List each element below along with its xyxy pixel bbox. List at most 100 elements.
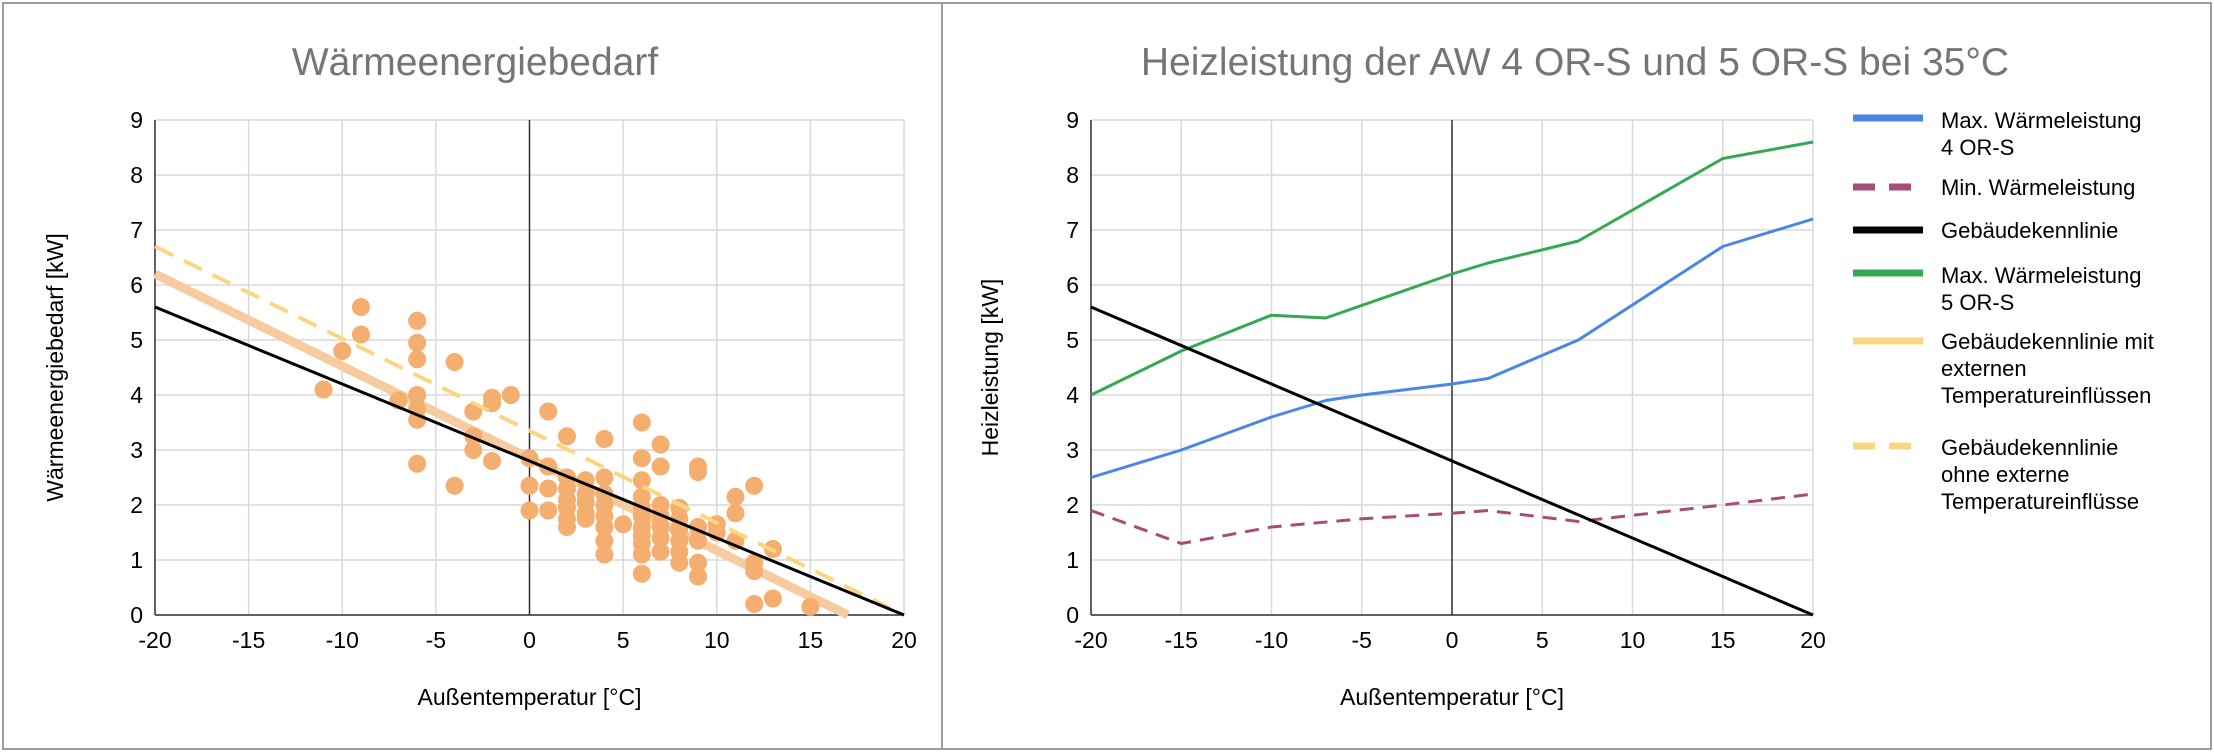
data-point: [651, 542, 670, 561]
x-tick-label: 0: [523, 627, 536, 653]
y-tick-label: 8: [130, 162, 143, 188]
data-point: [501, 386, 520, 404]
x-tick-label: -10: [326, 627, 359, 653]
data-point: [801, 597, 820, 616]
x-tick-label: 0: [1446, 627, 1459, 653]
y-tick-label: 5: [130, 327, 143, 353]
data-point: [651, 457, 670, 476]
data-point: [408, 350, 427, 369]
y-tick-label: 2: [130, 492, 143, 518]
data-point: [483, 452, 502, 470]
y-axis-title: Wärmeenergiebedarf [kW]: [42, 233, 68, 501]
trend-line: [153, 269, 850, 620]
building-line: [154, 305, 905, 617]
data-point: [651, 435, 670, 454]
data-point: [408, 454, 427, 473]
legend-label: Temperatureinflüssen: [1941, 383, 2151, 408]
x-axis-title: Außentemperatur [°C]: [418, 684, 642, 710]
x-axis-title: Außentemperatur [°C]: [1340, 684, 1564, 710]
data-point: [651, 529, 670, 547]
x-tick-label: 5: [1536, 627, 1549, 653]
data-point: [745, 562, 764, 580]
series-line: [1090, 492, 1814, 545]
data-point: [539, 402, 558, 421]
data-point: [689, 567, 708, 586]
data-point: [408, 311, 427, 330]
y-tick-label: 5: [1066, 327, 1079, 353]
data-point: [445, 476, 464, 495]
x-tick-label: -5: [426, 627, 446, 653]
y-tick-label: 9: [130, 107, 143, 133]
data-point: [595, 518, 614, 536]
data-point: [726, 487, 745, 506]
legend-label: 5 OR-S: [1941, 290, 2014, 315]
series-line: [1090, 305, 1814, 617]
data-point: [632, 564, 651, 583]
data-point: [632, 413, 651, 432]
data-point: [726, 504, 745, 523]
legend-label: Gebäudekennlinie: [1941, 218, 2118, 243]
data-point: [595, 468, 614, 487]
legend-label: Gebäudekennlinie: [1941, 435, 2118, 460]
y-tick-label: 1: [1066, 547, 1079, 573]
x-tick-label: -5: [1352, 627, 1372, 653]
legend-label: Max. Wärmeleistung: [1941, 108, 2142, 133]
x-tick-label: 20: [891, 627, 917, 653]
x-tick-label: 15: [798, 627, 824, 653]
legend-label: 4 OR-S: [1941, 135, 2014, 160]
data-point: [745, 476, 764, 495]
y-tick-label: 6: [130, 272, 143, 298]
data-point: [483, 394, 502, 413]
y-tick-label: 0: [1066, 602, 1079, 628]
y-tick-label: 1: [130, 547, 143, 573]
data-point: [763, 589, 782, 608]
data-point: [595, 531, 614, 550]
y-tick-label: 3: [1066, 437, 1079, 463]
series-line: [1090, 217, 1814, 479]
legend-label: externen: [1941, 356, 2027, 381]
y-tick-label: 9: [1066, 107, 1079, 133]
data-point: [351, 298, 370, 316]
x-tick-label: -20: [138, 627, 171, 653]
y-axis-title: Heizleistung [kW]: [977, 279, 1003, 457]
data-point: [557, 427, 576, 446]
x-tick-label: 15: [1710, 627, 1736, 653]
data-point: [351, 325, 370, 344]
y-tick-label: 6: [1066, 272, 1079, 298]
legend-label: Min. Wärmeleistung: [1941, 175, 2135, 200]
data-point: [539, 479, 558, 498]
data-point: [689, 553, 708, 572]
data-point: [557, 518, 576, 536]
series-line: [1090, 140, 1814, 397]
y-tick-label: 4: [1066, 382, 1079, 408]
data-point: [745, 595, 764, 613]
x-tick-label: 10: [1620, 627, 1646, 653]
x-tick-label: 5: [617, 627, 630, 653]
legend-label: Gebäudekennlinie mit: [1941, 329, 2154, 354]
data-point: [408, 386, 427, 404]
data-point: [408, 333, 427, 352]
x-tick-label: -15: [232, 627, 265, 653]
data-point: [670, 553, 689, 572]
data-point: [632, 471, 651, 490]
data-point: [445, 353, 464, 371]
x-tick-label: 20: [1800, 627, 1826, 653]
data-point: [689, 463, 708, 481]
data-point: [632, 545, 651, 564]
y-tick-label: 0: [130, 602, 143, 628]
y-tick-label: 3: [130, 437, 143, 463]
data-point: [314, 380, 333, 399]
chart-2: Heizleistung der AW 4 OR-S und 5 OR-S be…: [977, 41, 2154, 710]
tick-labels: -20 -15 -10 -5 0 5 10 15 20 0 1 2 3 4 5 6 7 8 9: [130, 107, 917, 653]
data-point: [464, 441, 483, 459]
tick-labels: -20 -15 -10 -5 0 5 10 15 20 0 1 2 3 4 5 6 7 8 9: [1066, 107, 1826, 653]
legend-label: Max. Wärmeleistung: [1941, 263, 2142, 288]
data-point: [595, 545, 614, 564]
chart-1: Wärmeenergiebedarf -20 -15 -10 -5 0 5 10 15 20 0 1 2…: [42, 41, 917, 710]
y-tick-label: 8: [1066, 162, 1079, 188]
data-point: [595, 430, 614, 448]
chart-title: Wärmeenergiebedarf: [292, 41, 659, 84]
